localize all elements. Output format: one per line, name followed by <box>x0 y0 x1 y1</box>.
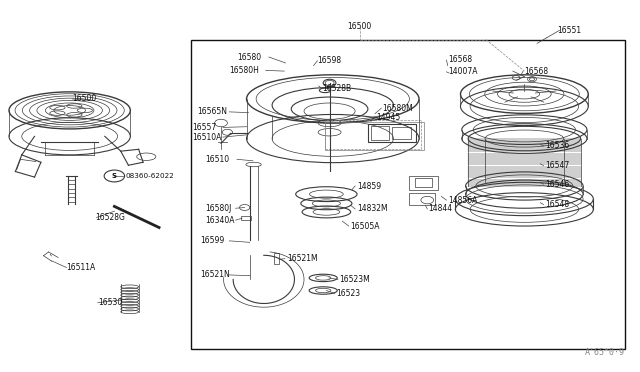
Text: 16599: 16599 <box>200 236 224 246</box>
Text: 16565N: 16565N <box>197 108 227 116</box>
Text: 16547: 16547 <box>545 161 569 170</box>
Text: 16521N: 16521N <box>200 270 230 279</box>
Text: A'65^0·9: A'65^0·9 <box>585 348 625 357</box>
Text: 16510A: 16510A <box>192 132 221 142</box>
Text: 16340A: 16340A <box>205 216 234 225</box>
Text: 14844: 14844 <box>429 205 452 214</box>
Text: 16536: 16536 <box>545 141 569 151</box>
Bar <box>371 126 389 140</box>
Text: 14007A: 14007A <box>448 67 477 76</box>
Text: 14859: 14859 <box>357 182 381 190</box>
Text: 16521M: 16521M <box>287 254 317 263</box>
Text: 14945: 14945 <box>376 113 401 122</box>
Text: 14856A: 14856A <box>448 196 477 205</box>
Text: 16580J: 16580J <box>205 204 232 213</box>
Bar <box>274 253 279 264</box>
Bar <box>191 39 625 349</box>
Text: 16523: 16523 <box>336 289 360 298</box>
Text: 16557: 16557 <box>192 123 216 132</box>
Text: 16528B: 16528B <box>323 84 351 93</box>
Text: 16546: 16546 <box>545 180 569 189</box>
Text: S: S <box>112 173 117 179</box>
Bar <box>392 128 412 138</box>
Text: 16528G: 16528G <box>95 213 125 222</box>
Text: 16511A: 16511A <box>66 263 95 272</box>
Bar <box>415 178 433 187</box>
Text: 16548: 16548 <box>545 200 569 209</box>
Text: 16510: 16510 <box>205 155 229 164</box>
Text: 16580: 16580 <box>237 52 261 61</box>
Text: 14832M: 14832M <box>357 205 388 214</box>
Text: 16598: 16598 <box>317 56 342 65</box>
Bar <box>241 217 251 220</box>
Bar <box>410 176 438 190</box>
Text: 16500: 16500 <box>348 22 372 31</box>
Text: 16500: 16500 <box>72 94 97 103</box>
Bar <box>368 124 416 142</box>
Text: 16568: 16568 <box>524 67 548 76</box>
Text: 16568: 16568 <box>448 55 472 64</box>
Text: 16523M: 16523M <box>339 275 370 284</box>
Text: 16530: 16530 <box>98 298 122 307</box>
Bar <box>325 122 424 150</box>
Text: 16580M: 16580M <box>383 104 413 113</box>
Bar <box>325 120 421 149</box>
Text: 16551: 16551 <box>557 26 582 35</box>
Text: 16580H: 16580H <box>229 66 259 75</box>
Text: 08360-62022: 08360-62022 <box>125 173 174 179</box>
Bar <box>410 193 435 205</box>
Text: 16505A: 16505A <box>351 221 380 231</box>
